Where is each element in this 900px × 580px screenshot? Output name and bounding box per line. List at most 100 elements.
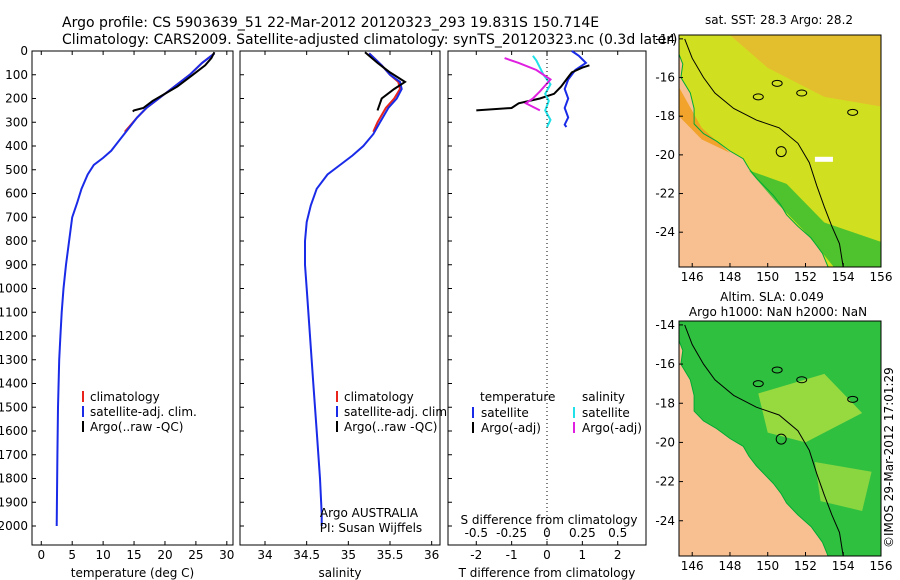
- x-tick-label: 1: [579, 548, 587, 562]
- cool-water-patch: [748, 170, 881, 267]
- x-tick-label: -1: [506, 548, 518, 562]
- y-tick-label: -20: [655, 148, 675, 162]
- legend-title-temperature: temperature: [480, 390, 555, 404]
- reef-outline: [752, 380, 764, 388]
- y-tick-label: 1200: [0, 329, 28, 343]
- plot-frame: [447, 50, 647, 546]
- s-axis-label: S difference from climatology: [461, 513, 638, 527]
- x-tick-label: 150: [756, 270, 779, 284]
- s-tick-label: -0.5: [465, 526, 488, 540]
- x-tick-label: 35: [341, 548, 356, 562]
- y-tick-label: 1900: [0, 495, 28, 509]
- sla-high-patch-2: [814, 462, 872, 511]
- map-frame: [678, 320, 882, 557]
- y-tick-label: -18: [655, 396, 675, 410]
- y-tick-label: -16: [655, 357, 675, 371]
- x-tick-label: 34: [257, 548, 272, 562]
- sla-high-patch: [758, 373, 863, 443]
- reef-outline: [771, 366, 783, 374]
- map-frame: [678, 34, 882, 268]
- plot-frame: [31, 50, 234, 546]
- x-tick-label: 154: [832, 559, 855, 573]
- y-tick-label: -18: [655, 109, 675, 123]
- argo-position-marker: [775, 146, 787, 158]
- series-line-argo-raw-qc-: [132, 51, 216, 113]
- legend-label: climatology: [344, 390, 414, 404]
- y-tick-label: 700: [5, 210, 28, 224]
- legend-label: satellite-adj. clim.: [90, 405, 197, 419]
- reef-outline: [796, 376, 808, 384]
- temperature-panel: 0 5 10 15 20 25 300100200300400500600700800900…: [0, 44, 234, 580]
- y-tick-label: 900: [5, 258, 28, 272]
- coastline: [679, 340, 829, 556]
- y-tick-label: 1000: [0, 282, 28, 296]
- legend-label: Argo(-adj): [582, 421, 642, 435]
- x-tick-label: 10: [95, 548, 110, 562]
- sla-map-panel: 146 148 150 152 154 156 -14 -16 -18 -20 -22 -24 Alti…: [655, 290, 892, 573]
- x-axis-label: T difference from climatology: [458, 566, 636, 580]
- warm-water-patch: [729, 35, 881, 107]
- y-tick-label: 0: [20, 44, 28, 58]
- s-tick-label: 0: [543, 526, 551, 540]
- bathymetry-contour: [684, 324, 844, 556]
- s-tick-label: 0.25: [569, 526, 596, 540]
- series-line-s-satellite: [532, 55, 552, 128]
- coastal-warm-patch: [679, 87, 730, 153]
- x-tick-label: 146: [681, 559, 704, 573]
- x-axis-label: temperature (deg C): [71, 566, 194, 580]
- x-tick-label: 15: [126, 548, 141, 562]
- x-tick-label: 35.5: [377, 548, 404, 562]
- series-line-argo-raw-qc-: [364, 51, 407, 111]
- map-area: [679, 35, 881, 267]
- y-tick-label: -22: [655, 475, 675, 489]
- x-tick-label: 20: [157, 548, 172, 562]
- x-tick-label: 0: [543, 548, 551, 562]
- s-tick-label: 0.5: [608, 526, 627, 540]
- x-tick-label: 156: [870, 559, 893, 573]
- reef-outline: [847, 108, 859, 116]
- x-tick-label: 5: [68, 548, 76, 562]
- series-line-t-argo-adj-: [476, 64, 590, 112]
- y-tick-label: -14: [655, 318, 675, 332]
- x-tick-label: 150: [756, 559, 779, 573]
- legend-label: satellite: [481, 406, 529, 420]
- x-tick-label: 146: [681, 270, 704, 284]
- annotation-float-owner: Argo AUSTRALIA: [320, 506, 419, 520]
- y-tick-label: -24: [655, 514, 675, 528]
- legend-title-salinity: salinity: [582, 390, 625, 404]
- x-tick-label: 148: [719, 559, 742, 573]
- map-area: [679, 321, 881, 556]
- legend-label: Argo(..raw -QC): [90, 420, 183, 434]
- y-tick-label: 1800: [0, 472, 28, 486]
- reef-outline: [771, 79, 783, 87]
- y-tick-label: 600: [5, 187, 28, 201]
- y-tick-label: 1400: [0, 377, 28, 391]
- y-tick-label: -14: [655, 32, 675, 46]
- x-tick-label: 30: [219, 548, 234, 562]
- x-tick-label: 152: [794, 270, 817, 284]
- salinity-panel: 34 34.5 35 35.5 36 salinity climatologysatelli…: [239, 50, 451, 580]
- y-tick-label: 500: [5, 163, 28, 177]
- x-tick-label: 34.5: [293, 548, 320, 562]
- y-tick-label: 300: [5, 115, 28, 129]
- reef-outline: [847, 395, 859, 403]
- y-tick-label: -24: [655, 225, 675, 239]
- reef-outline: [796, 89, 808, 97]
- series-line-satellite-adj-clim-: [55, 52, 216, 527]
- y-tick-label: -22: [655, 187, 675, 201]
- sst-map-title: sat. SST: 28.3 Argo: 28.2: [705, 13, 853, 27]
- y-tick-label: 200: [5, 92, 28, 106]
- header-subtitle: Climatology: CARS2009. Satellite-adjuste…: [62, 32, 677, 48]
- legend-label: satellite: [582, 406, 630, 420]
- series-line-satellite-adj-clim-: [304, 52, 403, 526]
- legend-label: climatology: [90, 390, 160, 404]
- y-tick-label: 100: [5, 68, 28, 82]
- x-tick-label: 148: [719, 270, 742, 284]
- coastline: [679, 54, 829, 267]
- sla-map-subtitle: Argo h1000: NaN h2000: NaN: [689, 305, 867, 319]
- argo-position-marker: [775, 433, 787, 445]
- x-axis-label: salinity: [318, 566, 361, 580]
- y-tick-label: -20: [655, 435, 675, 449]
- x-tick-label: 154: [832, 270, 855, 284]
